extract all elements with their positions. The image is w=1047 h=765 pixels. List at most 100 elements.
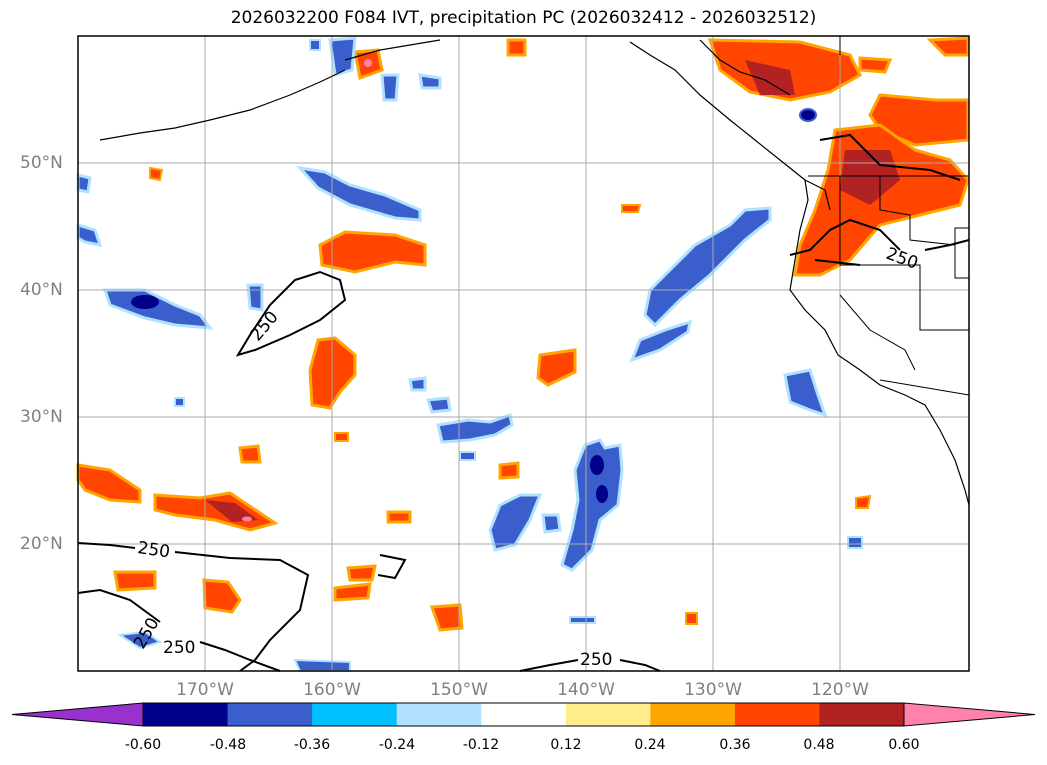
graticule [78,36,969,671]
ivt-contour-line [814,259,861,266]
ivt-contour-line [619,659,661,672]
precip-negative-region [309,39,321,51]
ivt-contour-line [77,542,136,549]
colorbar-tick-label: -0.12 [462,737,500,753]
colorbar-cells [11,702,1036,727]
colorbar-extend-min [11,702,144,727]
precip-negative-region [380,73,400,102]
ivt-contour-line [819,133,961,181]
precip-negative-region [783,368,828,418]
latitude-label: 40°N [20,280,63,300]
precip-positive-region [205,500,258,522]
precip-positive-region [346,564,377,582]
map-title: 2026032200 F084 IVT, precipitation PC (2… [230,8,817,28]
precip-positive-region [868,93,970,147]
ivt-contour-line [174,551,310,672]
precip-positive-region [745,60,795,95]
precip-negative-region [541,513,562,534]
precip-negative-region [246,283,264,312]
map-background [78,36,969,671]
precip-positive-region [333,582,372,602]
precip-positive-region [113,570,157,592]
longitude-label: 130°W [684,680,742,700]
ivt-contour-label: 250 [580,650,612,670]
precip-max-spot [364,59,372,67]
precip-positive-region [858,56,893,74]
precip-positive-region [498,461,520,480]
colorbar-tick-label: 0.12 [550,737,582,753]
precip-negative-region [569,616,596,624]
ivt-contour-line [235,270,347,357]
ivt-contour-line [77,588,161,623]
precip-positive-region [855,494,872,509]
precip-max-spot [242,516,252,522]
latitude-label: 20°N [20,534,63,554]
colorbar-cell [481,703,567,726]
colorbar-extend-max [903,702,1036,727]
colorbar-cell [396,703,482,726]
precip-negative-region [174,397,185,407]
precip-negative-region [76,173,92,194]
precip-negative-core [799,108,817,122]
precip-negative-region [847,536,863,549]
precip-positive-region [840,150,900,205]
ivt-contour-line [789,218,901,256]
precip-positive-region [149,166,164,182]
precip-positive-region [334,432,349,442]
colorbar-cell [650,703,736,726]
precip-negative-region [117,630,163,650]
precip-positive-region [238,444,262,464]
ivt-contour-line [199,641,281,672]
coastlines [99,39,970,506]
precip-positive-region [685,612,698,625]
colorbar-cell [312,703,398,726]
precip-negative-region [488,493,543,552]
colorbar-tick-label: 0.36 [719,737,751,753]
latitude-label: 50°N [20,153,63,173]
ivt-contour-line [924,239,970,251]
precip-negative-region [418,73,442,90]
precip-negative-region [293,658,351,672]
precip-positive-region [386,510,412,524]
precip-positive-region [76,463,142,504]
longitude-label: 140°W [557,680,615,700]
latitude-label: 30°N [20,407,63,427]
ivt-contours [77,133,970,672]
longitude-label: 120°W [811,680,869,700]
colorbar-tick-label: -0.36 [293,737,331,753]
precip-negative-region [560,438,624,572]
ivt-contour-line [519,659,579,672]
colorbar-tick-label: 0.48 [803,737,835,753]
precip-negative-core [590,455,604,475]
colorbar-cell [565,703,651,726]
precip-positive-region [536,348,577,387]
colorbar [11,702,1036,727]
precip-negative-region [629,319,692,363]
ivt-contour-line [377,554,407,580]
colorbar-tick-label: -0.60 [124,737,162,753]
precip-positive-region [621,204,642,213]
precip-negative-core [131,295,159,309]
precip-negative-region [459,451,476,461]
precip-negative-region [436,413,514,444]
colorbar-tick-label: -0.48 [209,737,247,753]
precip-negative-region [425,396,452,414]
precip-positive-region [506,38,527,57]
longitude-label: 170°W [176,680,234,700]
precip-negative-region [328,36,357,77]
colorbar-border [142,702,905,727]
precip-positive-region [318,230,427,274]
longitude-label: 150°W [430,680,488,700]
precip-positive-region [429,603,464,632]
colorbar-cell [227,703,313,726]
colorbar-tick-label: 0.60 [888,737,920,753]
colorbar-cell [819,703,905,726]
longitude-label: 160°W [303,680,361,700]
colorbar-cell [143,703,229,726]
precip-positive-region [926,36,970,57]
colorbar-tick-label: 0.24 [634,737,666,753]
colorbar-tick-label: -0.24 [378,737,416,753]
ivt-contour-label: 250 [136,538,171,562]
precip-negative-core [596,485,608,503]
